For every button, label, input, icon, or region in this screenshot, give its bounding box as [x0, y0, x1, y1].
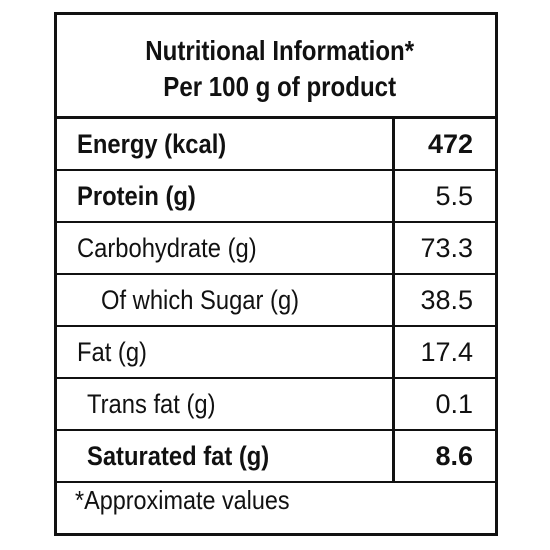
nutrition-label: Nutritional Information* Per 100 g of pr…: [54, 12, 498, 536]
nutrient-label: Trans fat (g): [87, 389, 216, 419]
nutrient-value: 8.6: [392, 431, 495, 481]
nutrient-value: 0.1: [392, 379, 495, 429]
table-row: Protein (g) 5.5: [57, 171, 495, 223]
table-row: Of which Sugar (g) 38.5: [57, 275, 495, 327]
nutrient-label: Of which Sugar (g): [101, 285, 300, 315]
nutrient-label: Energy (kcal): [77, 129, 227, 159]
nutrient-label: Saturated fat (g): [87, 441, 270, 471]
nutrient-value: 73.3: [392, 223, 495, 273]
nutrition-table: Energy (kcal) 472 Protein (g) 5.5 Carboh…: [57, 116, 495, 483]
nutrient-value: 472: [392, 119, 495, 169]
footnote: *Approximate values: [75, 485, 290, 515]
nutrient-label: Carbohydrate (g): [77, 233, 257, 263]
nutrient-label: Protein (g): [77, 181, 196, 211]
table-row: Carbohydrate (g) 73.3: [57, 223, 495, 275]
table-row: Fat (g) 17.4: [57, 327, 495, 379]
table-row: Energy (kcal) 472: [57, 119, 495, 171]
nutrient-label: Fat (g): [77, 337, 147, 367]
nutrient-value: 38.5: [392, 275, 495, 325]
subtitle: Per 100 g of product: [163, 71, 397, 102]
table-row: Trans fat (g) 0.1: [57, 379, 495, 431]
nutrient-value: 17.4: [392, 327, 495, 377]
nutrient-value: 5.5: [392, 171, 495, 221]
title: Nutritional Information*: [145, 35, 415, 66]
table-row: Saturated fat (g) 8.6: [57, 431, 495, 483]
